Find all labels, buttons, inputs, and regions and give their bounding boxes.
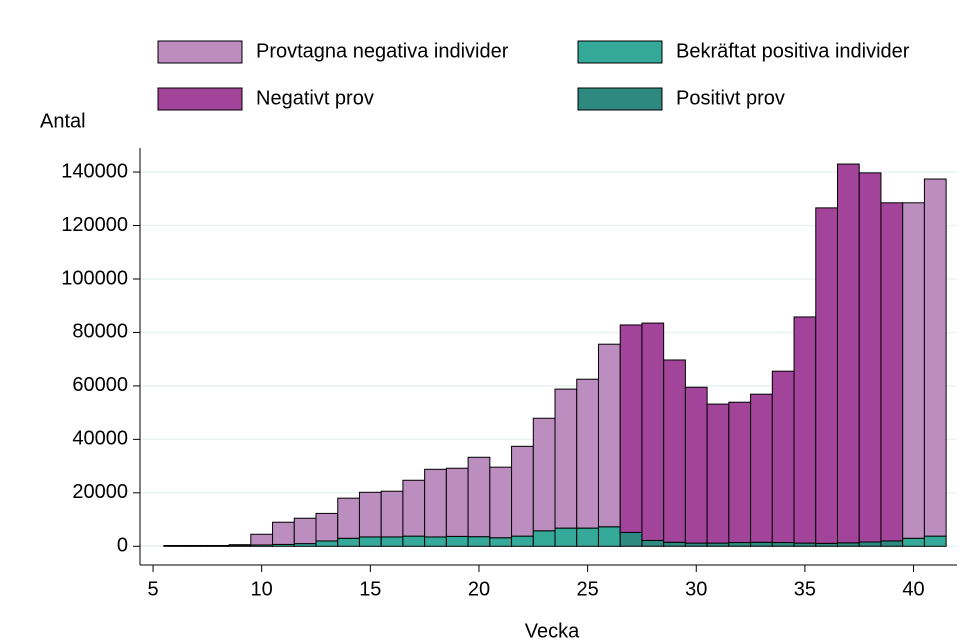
- bar-segment: [923, 178, 947, 537]
- bar-segment: [880, 540, 904, 547]
- bar-segment: [358, 491, 382, 538]
- bar-segment: [902, 202, 925, 539]
- bar-segment: [445, 467, 469, 537]
- x-tick-label: 30: [685, 578, 707, 600]
- bar-segment: [554, 527, 578, 547]
- bar-segment: [554, 388, 578, 529]
- bar-segment: [163, 544, 187, 547]
- bar-segment: [576, 378, 599, 529]
- bar-segment: [337, 497, 360, 539]
- x-tick-label: 25: [576, 578, 598, 600]
- bar-segment: [489, 537, 513, 547]
- bar-segment: [793, 316, 817, 544]
- bar-segment: [771, 542, 795, 547]
- bar-segment: [532, 530, 556, 547]
- bar-segment: [185, 544, 208, 547]
- bar-segment: [750, 393, 773, 543]
- y-tick-label: 120000: [61, 214, 128, 236]
- bar-segment: [836, 163, 860, 544]
- legend-label: Bekräftat positiva individer: [676, 40, 910, 62]
- legend-swatch: [157, 40, 243, 64]
- y-tick-label: 60000: [72, 374, 128, 396]
- y-tick-label: 140000: [61, 160, 128, 182]
- bar-segment: [815, 207, 838, 544]
- bar-segment: [250, 533, 274, 546]
- bar-segment: [858, 541, 882, 547]
- bar-segment: [576, 527, 599, 547]
- bar-segment: [402, 479, 426, 537]
- bar-segment: [728, 542, 752, 547]
- bar-segment: [511, 445, 534, 537]
- y-axis-label: Antal: [40, 110, 86, 132]
- y-tick-label: 100000: [61, 267, 128, 289]
- bar-segment: [750, 541, 773, 547]
- bar-segment: [663, 359, 686, 543]
- x-axis-label: Vecka: [525, 620, 580, 642]
- x-tick-label: 40: [902, 578, 924, 600]
- bar-segment: [358, 536, 382, 547]
- bar-segment: [511, 535, 534, 547]
- bar-segment: [836, 542, 860, 547]
- bar-segment: [315, 540, 339, 547]
- legend-swatch: [157, 87, 243, 111]
- bar-segment: [597, 526, 621, 547]
- bar-segment: [902, 537, 925, 547]
- bar-segment: [706, 403, 730, 544]
- y-tick-label: 20000: [72, 481, 128, 503]
- bar-segment: [728, 401, 752, 544]
- bar-segment: [641, 322, 665, 541]
- bar-segment: [467, 536, 491, 547]
- bar-segment: [380, 536, 404, 547]
- bar-segment: [337, 537, 360, 547]
- bar-segment: [684, 386, 708, 544]
- legend-label: Positivt prov: [676, 87, 785, 109]
- legend-label: Negativt prov: [256, 87, 374, 109]
- bar-segment: [858, 172, 882, 543]
- bar-segment: [663, 541, 686, 547]
- bar-segment: [923, 535, 947, 547]
- legend-label: Provtagna negativa individer: [256, 40, 509, 62]
- x-tick-label: 5: [147, 578, 158, 600]
- x-tick-label: 10: [251, 578, 273, 600]
- bar-segment: [771, 370, 795, 544]
- y-tick-label: 80000: [72, 321, 128, 343]
- bar-segment: [402, 535, 426, 547]
- x-tick-label: 20: [468, 578, 490, 600]
- bar-segment: [597, 343, 621, 528]
- bar-segment: [424, 468, 447, 538]
- bar-segment: [315, 512, 339, 542]
- bar-segment: [380, 490, 404, 538]
- bar-segment: [641, 539, 665, 547]
- bar-segment: [619, 324, 643, 533]
- bar-segment: [424, 536, 447, 547]
- bar-segment: [880, 202, 904, 542]
- bar-segment: [445, 535, 469, 547]
- bar-segment: [489, 466, 513, 539]
- bar-segment: [619, 531, 643, 547]
- x-tick-label: 35: [794, 578, 816, 600]
- bar-segment: [272, 521, 295, 545]
- y-tick-label: 40000: [72, 428, 128, 450]
- legend-swatch: [577, 40, 663, 64]
- bar-segment: [467, 456, 491, 538]
- x-tick-label: 15: [359, 578, 381, 600]
- legend-swatch: [577, 87, 663, 111]
- bar-segment: [293, 517, 317, 545]
- y-tick-label: 0: [117, 535, 128, 557]
- bar-segment: [228, 544, 252, 547]
- bar-segment: [532, 417, 556, 532]
- bar-segment: [206, 544, 230, 547]
